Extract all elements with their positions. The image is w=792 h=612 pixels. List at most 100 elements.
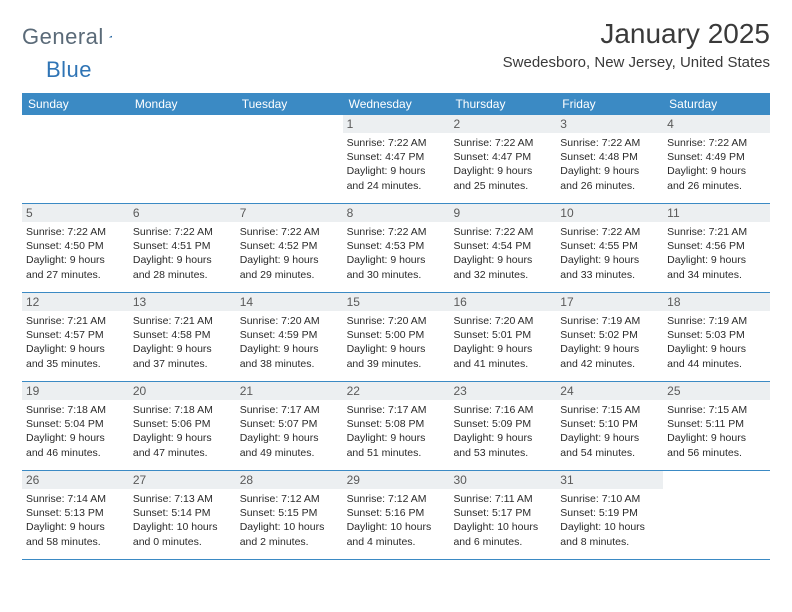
day-number: 8	[343, 204, 450, 222]
day-number: 4	[663, 115, 770, 133]
daylight-text: Daylight: 9 hours and 34 minutes.	[667, 253, 766, 281]
weeks-container: 1Sunrise: 7:22 AMSunset: 4:47 PMDaylight…	[22, 115, 770, 560]
logo-blue: Blue	[46, 57, 92, 83]
day-cell: 7Sunrise: 7:22 AMSunset: 4:52 PMDaylight…	[236, 204, 343, 292]
day-info: Sunrise: 7:22 AMSunset: 4:52 PMDaylight:…	[240, 225, 339, 282]
day-cell: 9Sunrise: 7:22 AMSunset: 4:54 PMDaylight…	[449, 204, 556, 292]
day-cell: 8Sunrise: 7:22 AMSunset: 4:53 PMDaylight…	[343, 204, 450, 292]
daylight-text: Daylight: 10 hours and 6 minutes.	[453, 520, 552, 548]
sunset-text: Sunset: 4:59 PM	[240, 328, 339, 342]
day-cell: 5Sunrise: 7:22 AMSunset: 4:50 PMDaylight…	[22, 204, 129, 292]
sunrise-text: Sunrise: 7:22 AM	[667, 136, 766, 150]
day-info: Sunrise: 7:15 AMSunset: 5:10 PMDaylight:…	[560, 403, 659, 460]
day-cell: 19Sunrise: 7:18 AMSunset: 5:04 PMDayligh…	[22, 382, 129, 470]
sunset-text: Sunset: 5:09 PM	[453, 417, 552, 431]
daylight-text: Daylight: 9 hours and 56 minutes.	[667, 431, 766, 459]
day-info: Sunrise: 7:22 AMSunset: 4:55 PMDaylight:…	[560, 225, 659, 282]
sunrise-text: Sunrise: 7:20 AM	[453, 314, 552, 328]
day-header-tue: Tuesday	[236, 93, 343, 115]
day-cell: 20 Sunrise: 7:18 AMSunset: 5:06 PMDayligh…	[129, 382, 236, 470]
day-info: Sunrise: 7:21 AMSunset: 4:58 PMDaylight:…	[133, 314, 232, 371]
sunset-text: Sunset: 4:47 PM	[453, 150, 552, 164]
day-cell: 18Sunrise: 7:19 AMSunset: 5:03 PMDayligh…	[663, 293, 770, 381]
sunset-text: Sunset: 4:50 PM	[26, 239, 125, 253]
flag-icon	[109, 28, 113, 44]
day-cell: 27 Sunrise: 7:13 AMSunset: 5:14 PMDayligh…	[129, 471, 236, 559]
sunrise-text: Sunrise: 7:20 AM	[240, 314, 339, 328]
day-info: Sunrise: 7:18 AMSunset: 5:04 PMDaylight:…	[26, 403, 125, 460]
daylight-text: Daylight: 9 hours and 41 minutes.	[453, 342, 552, 370]
day-cell: 10 Sunrise: 7:22 AMSunset: 4:55 PMDayligh…	[556, 204, 663, 292]
day-header-sun: Sunday	[22, 93, 129, 115]
day-info: Sunrise: 7:18 AMSunset: 5:06 PMDaylight:…	[133, 403, 232, 460]
day-cell: 11Sunrise: 7:21 AMSunset: 4:56 PMDayligh…	[663, 204, 770, 292]
daylight-text: Daylight: 9 hours and 33 minutes.	[560, 253, 659, 281]
sunrise-text: Sunrise: 7:19 AM	[667, 314, 766, 328]
day-header-sat: Saturday	[663, 93, 770, 115]
daylight-text: Daylight: 9 hours and 51 minutes.	[347, 431, 446, 459]
day-number: 16	[449, 293, 556, 311]
day-cell: 21Sunrise: 7:17 AMSunset: 5:07 PMDayligh…	[236, 382, 343, 470]
day-cell: 26Sunrise: 7:14 AMSunset: 5:13 PMDayligh…	[22, 471, 129, 559]
sunrise-text: Sunrise: 7:15 AM	[667, 403, 766, 417]
logo-general: General	[22, 24, 104, 50]
day-cell: 2Sunrise: 7:22 AMSunset: 4:47 PMDaylight…	[449, 115, 556, 203]
day-cell: 31Sunrise: 7:10 AMSunset: 5:19 PMDayligh…	[556, 471, 663, 559]
day-info: Sunrise: 7:13 AMSunset: 5:14 PMDaylight:…	[133, 492, 232, 549]
sunrise-text: Sunrise: 7:17 AM	[240, 403, 339, 417]
day-cell	[663, 471, 770, 559]
day-header: Sunday Monday Tuesday Wednesday Thursday…	[22, 93, 770, 115]
day-cell: 16Sunrise: 7:20 AMSunset: 5:01 PMDayligh…	[449, 293, 556, 381]
sunset-text: Sunset: 5:03 PM	[667, 328, 766, 342]
day-number: 15	[343, 293, 450, 311]
sunset-text: Sunset: 5:17 PM	[453, 506, 552, 520]
calendar: Sunday Monday Tuesday Wednesday Thursday…	[22, 93, 770, 560]
sunset-text: Sunset: 4:47 PM	[347, 150, 446, 164]
day-number: 22	[343, 382, 450, 400]
day-number: 5	[22, 204, 129, 222]
sunset-text: Sunset: 4:55 PM	[560, 239, 659, 253]
day-number: 10	[556, 204, 663, 222]
sunset-text: Sunset: 5:07 PM	[240, 417, 339, 431]
day-number: 20	[129, 382, 236, 400]
sunset-text: Sunset: 4:58 PM	[133, 328, 232, 342]
day-number: 9	[449, 204, 556, 222]
day-cell: 1 Sunrise: 7:22 AMSunset: 4:47 PMDaylight…	[343, 115, 450, 203]
day-header-mon: Monday	[129, 93, 236, 115]
daylight-text: Daylight: 9 hours and 30 minutes.	[347, 253, 446, 281]
day-cell: 4Sunrise: 7:22 AMSunset: 4:49 PMDaylight…	[663, 115, 770, 203]
day-info: Sunrise: 7:17 AMSunset: 5:07 PMDaylight:…	[240, 403, 339, 460]
daylight-text: Daylight: 10 hours and 2 minutes.	[240, 520, 339, 548]
day-cell	[236, 115, 343, 203]
sunset-text: Sunset: 4:52 PM	[240, 239, 339, 253]
day-number: 1	[343, 115, 450, 133]
sunset-text: Sunset: 5:14 PM	[133, 506, 232, 520]
day-cell: 15Sunrise: 7:20 AMSunset: 5:00 PMDayligh…	[343, 293, 450, 381]
header-right: January 2025 Swedesboro, New Jersey, Uni…	[503, 18, 770, 71]
day-cell: 22Sunrise: 7:17 AMSunset: 5:08 PMDayligh…	[343, 382, 450, 470]
day-info: Sunrise: 7:22 AMSunset: 4:47 PMDaylight:…	[347, 136, 446, 193]
sunset-text: Sunset: 4:49 PM	[667, 150, 766, 164]
day-number: 3	[556, 115, 663, 133]
daylight-text: Daylight: 9 hours and 54 minutes.	[560, 431, 659, 459]
sunrise-text: Sunrise: 7:12 AM	[240, 492, 339, 506]
week-row: 1 Sunrise: 7:22 AMSunset: 4:47 PMDaylight…	[22, 115, 770, 204]
day-number: 11	[663, 204, 770, 222]
sunrise-text: Sunrise: 7:22 AM	[347, 136, 446, 150]
sunset-text: Sunset: 5:15 PM	[240, 506, 339, 520]
day-cell: 24Sunrise: 7:15 AMSunset: 5:10 PMDayligh…	[556, 382, 663, 470]
day-number: 13	[129, 293, 236, 311]
sunrise-text: Sunrise: 7:21 AM	[26, 314, 125, 328]
week-row: 26Sunrise: 7:14 AMSunset: 5:13 PMDayligh…	[22, 471, 770, 560]
daylight-text: Daylight: 9 hours and 44 minutes.	[667, 342, 766, 370]
sunrise-text: Sunrise: 7:22 AM	[26, 225, 125, 239]
sunrise-text: Sunrise: 7:18 AM	[133, 403, 232, 417]
day-cell: 6Sunrise: 7:22 AMSunset: 4:51 PMDaylight…	[129, 204, 236, 292]
day-number: 27	[129, 471, 236, 489]
day-number: 23	[449, 382, 556, 400]
sunrise-text: Sunrise: 7:13 AM	[133, 492, 232, 506]
sunset-text: Sunset: 4:48 PM	[560, 150, 659, 164]
sunset-text: Sunset: 5:19 PM	[560, 506, 659, 520]
sunrise-text: Sunrise: 7:10 AM	[560, 492, 659, 506]
sunrise-text: Sunrise: 7:20 AM	[347, 314, 446, 328]
